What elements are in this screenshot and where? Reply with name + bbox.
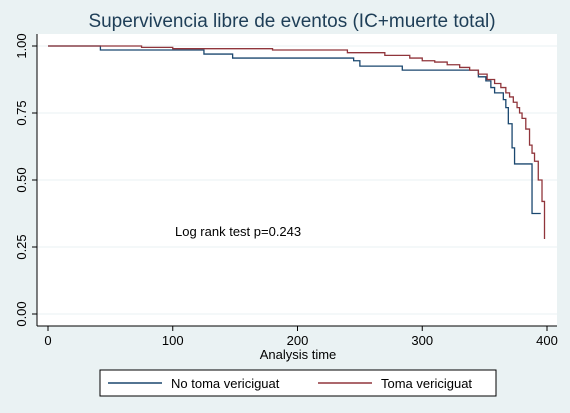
- legend: No toma vericiguat Toma vericiguat: [99, 369, 497, 397]
- x-tick-label-4: 400: [536, 333, 558, 348]
- log-rank-annotation: Log rank test p=0.243: [175, 224, 301, 239]
- legend-box: [99, 369, 497, 397]
- gridlines: [37, 45, 557, 315]
- x-tick-label-3: 300: [411, 333, 433, 348]
- legend-label-no-toma: No toma vericiguat: [171, 376, 280, 391]
- axes: 0.00 0.25 0.50 0.75 1.00 0 100 200 300 400: [14, 33, 558, 348]
- series-line-1: [48, 45, 546, 239]
- y-tick-label-3: 0.75: [14, 100, 29, 125]
- series-line-0: [48, 45, 541, 215]
- legend-label-toma: Toma vericiguat: [381, 376, 472, 391]
- x-tick-label-2: 200: [287, 333, 309, 348]
- chart-title: Supervivencia libre de eventos (IC+muert…: [88, 11, 495, 32]
- y-tick-label-2: 0.50: [14, 167, 29, 192]
- x-tick-label-0: 0: [44, 333, 51, 348]
- series-lines: [48, 45, 546, 239]
- x-tick-label-1: 100: [162, 333, 184, 348]
- x-axis-label: Analysis time: [260, 347, 337, 362]
- y-tick-label-1: 0.25: [14, 234, 29, 259]
- y-tick-label-4: 1.00: [14, 33, 29, 58]
- y-tick-label-0: 0.00: [14, 301, 29, 326]
